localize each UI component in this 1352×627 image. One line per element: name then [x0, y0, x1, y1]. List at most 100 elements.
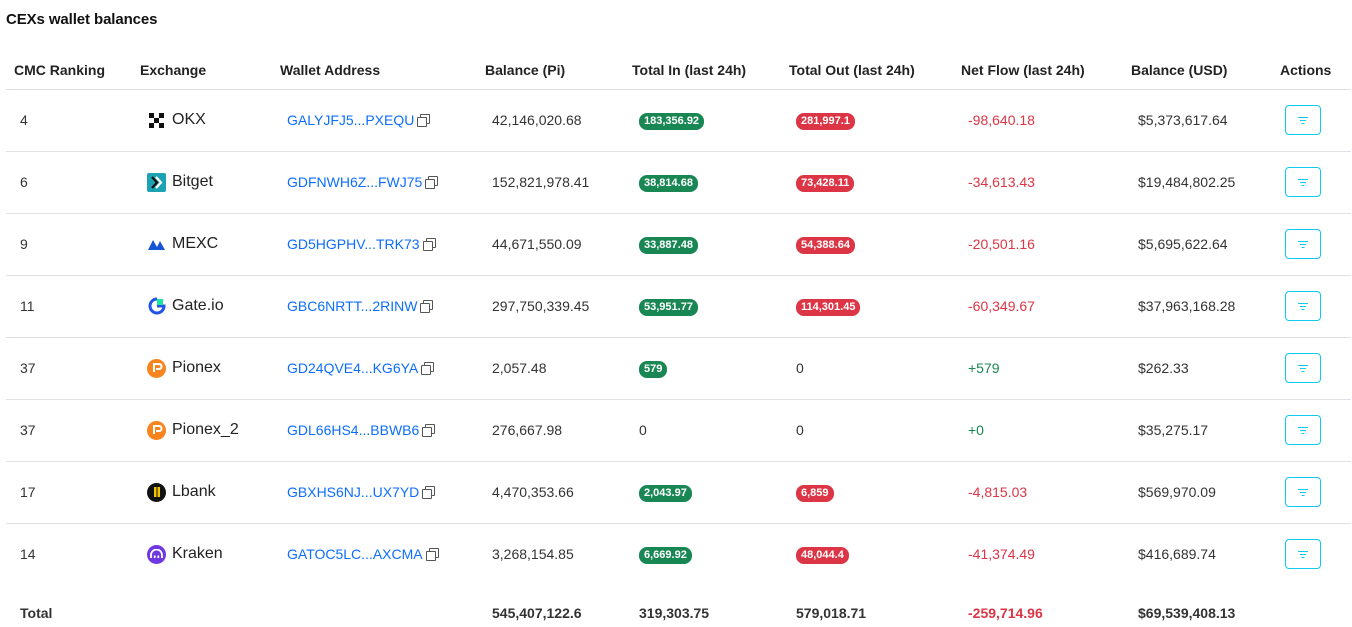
filter-action-button[interactable]: [1285, 539, 1321, 570]
column-header-balance[interactable]: Balance (Pi): [477, 52, 624, 90]
total-out-value: 0: [796, 360, 804, 376]
totals-total-in: 319,303.75: [639, 605, 710, 621]
okx-logo-icon: [147, 110, 166, 130]
mexc-logo-icon: [147, 235, 166, 254]
totals-empty-actions: [1272, 585, 1351, 627]
net-flow-value: -98,640.18: [968, 112, 1035, 128]
filter-icon: [1298, 364, 1308, 372]
total-in-badge: 38,814.68: [639, 174, 698, 192]
balance-usd-value: $262.33: [1138, 360, 1189, 376]
column-header-rank[interactable]: CMC Ranking: [6, 52, 132, 90]
wallet-address-text[interactable]: GDL66HS4...BBWB6: [287, 422, 420, 438]
filter-action-button[interactable]: [1285, 105, 1321, 135]
wallet-address-link[interactable]: GALYJFJ5...PXEQU: [280, 112, 431, 128]
exchange-name: MEXC: [172, 235, 219, 252]
balance-usd-value: $19,484,802.25: [1138, 174, 1236, 190]
exchange-cell: OKX: [140, 110, 264, 130]
totals-row: Total 545,407,122.6 319,303.75 579,018.7…: [6, 585, 1351, 627]
column-header-net-flow[interactable]: Net Flow (last 24h): [953, 52, 1123, 90]
wallet-address-text[interactable]: GALYJFJ5...PXEQU: [287, 112, 415, 128]
total-out-badge: 114,301.45: [796, 298, 861, 316]
exchange-name: Pionex_2: [172, 421, 239, 438]
totals-net-flow: -259,714.96: [968, 605, 1043, 621]
total-out-badge: 6,859: [796, 484, 834, 502]
net-flow-value: -4,815.03: [968, 484, 1028, 500]
table-row: 37 Pionex GD24QVE4...KG6YA 2,057.48 579 …: [6, 337, 1351, 400]
rank-cell: 17: [6, 461, 132, 524]
filter-icon: [1298, 240, 1308, 248]
rank-cell: 14: [20, 546, 36, 563]
copy-icon[interactable]: [417, 114, 431, 127]
filter-action-button[interactable]: [1285, 353, 1321, 383]
wallet-address-text[interactable]: GDFNWH6Z...FWJ75: [287, 174, 423, 190]
wallet-address-text[interactable]: GD24QVE4...KG6YA: [287, 360, 419, 376]
balance-usd-value: $569,970.09: [1138, 484, 1216, 500]
net-flow-value: -60,349.67: [968, 298, 1035, 314]
totals-empty-exchange: [132, 585, 272, 627]
total-in-badge: 53,951.77: [639, 298, 698, 316]
balance-usd-value: $416,689.74: [1138, 546, 1216, 563]
rank-cell: 6: [6, 151, 132, 214]
totals-empty-wallet: [272, 585, 477, 627]
column-header-total-in[interactable]: Total In (last 24h): [624, 52, 781, 90]
wallet-address-text[interactable]: GBC6NRTT...2RINW: [287, 298, 418, 314]
copy-icon[interactable]: [425, 548, 439, 562]
net-flow-value: -20,501.16: [968, 236, 1035, 252]
table-body: 4 OKX GALYJFJ5...PXEQU 42,146,020.68 183…: [6, 89, 1351, 585]
totals-balance: 545,407,122.6: [492, 605, 582, 621]
total-out-value: 0: [796, 422, 804, 438]
copy-icon[interactable]: [422, 238, 436, 251]
balance-pi-value: 276,667.98: [492, 422, 563, 438]
cex-balances-table: CMC Ranking Exchange Wallet Address Bala…: [6, 52, 1351, 627]
wallet-address-text[interactable]: GBXHS6NJ...UX7YD: [287, 484, 420, 500]
filter-icon: [1298, 488, 1308, 496]
copy-icon[interactable]: [420, 300, 434, 313]
wallet-address-link[interactable]: GBC6NRTT...2RINW: [280, 298, 434, 314]
wallet-address-link[interactable]: GDL66HS4...BBWB6: [280, 422, 436, 438]
totals-total-out: 579,018.71: [796, 605, 867, 621]
table-header-row: CMC Ranking Exchange Wallet Address Bala…: [6, 52, 1351, 90]
balance-usd-value: $5,373,617.64: [1138, 112, 1228, 128]
table-row: 11 Gate.io GBC6NRTT...2RINW 297,750,339.…: [6, 275, 1351, 338]
filter-action-button[interactable]: [1285, 477, 1321, 507]
column-header-exchange[interactable]: Exchange: [132, 52, 272, 90]
filter-action-button[interactable]: [1285, 167, 1321, 197]
table-row: 4 OKX GALYJFJ5...PXEQU 42,146,020.68 183…: [6, 89, 1351, 152]
filter-action-button[interactable]: [1285, 415, 1321, 445]
exchange-cell: Kraken: [140, 544, 264, 564]
filter-icon: [1298, 550, 1308, 558]
total-in-badge: 183,356.92: [639, 112, 705, 130]
exchange-cell: Lbank: [140, 482, 264, 502]
table-row: 37 Pionex_2 GDL66HS4...BBWB6 276,667.98 …: [6, 399, 1351, 462]
copy-icon[interactable]: [425, 176, 439, 189]
total-out-badge: 54,388.64: [796, 236, 855, 254]
filter-action-button[interactable]: [1285, 291, 1321, 321]
wallet-address-text[interactable]: GD5HGPHV...TRK73: [287, 236, 420, 252]
total-out-badge: 48,044.4: [796, 546, 849, 564]
column-header-balance-usd[interactable]: Balance (USD): [1123, 52, 1272, 90]
copy-icon[interactable]: [421, 362, 435, 375]
column-header-total-out[interactable]: Total Out (last 24h): [781, 52, 953, 90]
filter-icon: [1298, 178, 1308, 186]
exchange-cell: Gate.io: [140, 297, 264, 316]
filter-action-button[interactable]: [1285, 229, 1321, 259]
wallet-address-link[interactable]: GATOC5LC...AXCMA: [280, 546, 439, 563]
exchange-cell: Pionex_2: [140, 420, 264, 440]
total-in-badge: 33,887.48: [639, 236, 698, 254]
balance-usd-value: $35,275.17: [1138, 422, 1209, 438]
rank-cell: 37: [6, 337, 132, 400]
wallet-address-link[interactable]: GD24QVE4...KG6YA: [280, 360, 435, 376]
wallet-address-text[interactable]: GATOC5LC...AXCMA: [287, 546, 423, 563]
column-header-wallet[interactable]: Wallet Address: [272, 52, 477, 90]
copy-icon[interactable]: [422, 424, 436, 437]
wallet-address-link[interactable]: GBXHS6NJ...UX7YD: [280, 484, 436, 500]
balance-pi-value: 4,470,353.66: [492, 484, 574, 500]
rank-cell: 4: [6, 89, 132, 152]
copy-icon[interactable]: [422, 486, 436, 499]
wallet-address-link[interactable]: GD5HGPHV...TRK73: [280, 236, 436, 252]
exchange-name: Kraken: [172, 545, 223, 563]
total-in-badge: 2,043.97: [639, 484, 692, 502]
table-row: 6 Bitget GDFNWH6Z...FWJ75 152,821,978.41…: [6, 151, 1351, 214]
exchange-name: Bitget: [172, 173, 213, 190]
wallet-address-link[interactable]: GDFNWH6Z...FWJ75: [280, 174, 439, 190]
